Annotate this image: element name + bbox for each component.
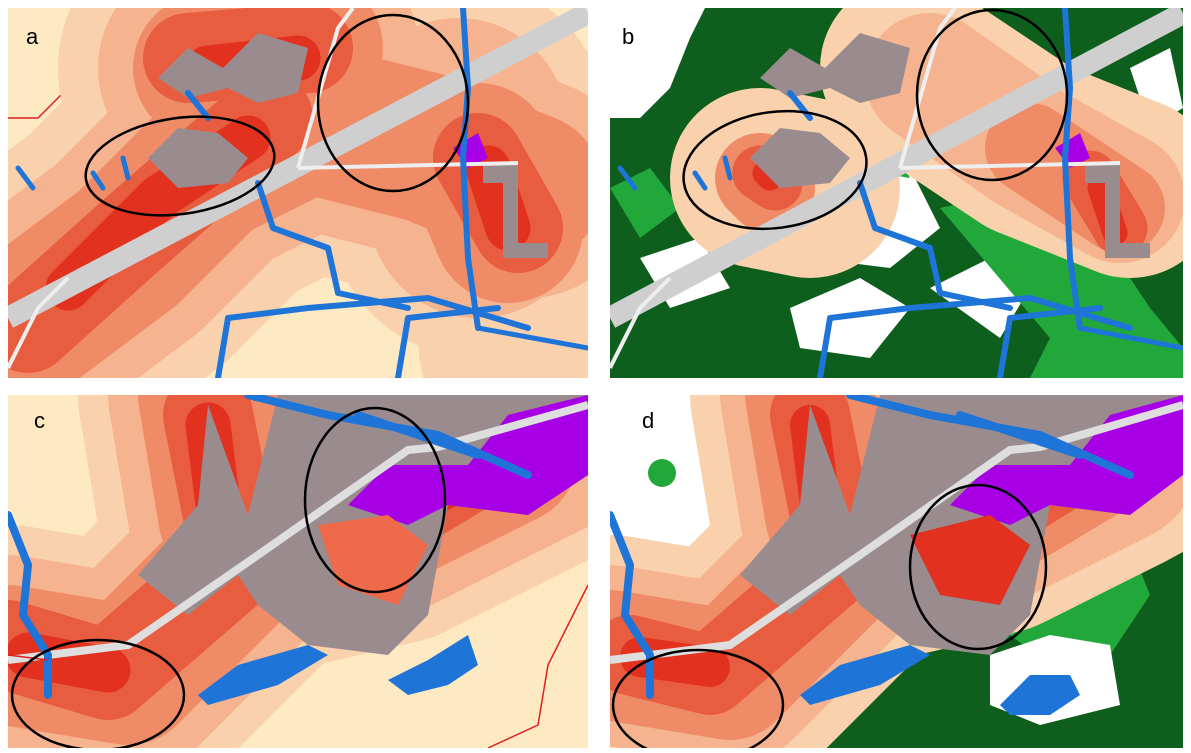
map-panel	[8, 8, 588, 378]
panel-label: a	[26, 24, 38, 50]
map-panel	[610, 395, 1183, 748]
panel-label: d	[642, 408, 654, 434]
panel-label: b	[622, 24, 634, 50]
panel-label: c	[34, 408, 45, 434]
map-panel	[8, 395, 588, 748]
map-panel	[610, 8, 1183, 378]
figure: a b c d	[0, 0, 1191, 753]
